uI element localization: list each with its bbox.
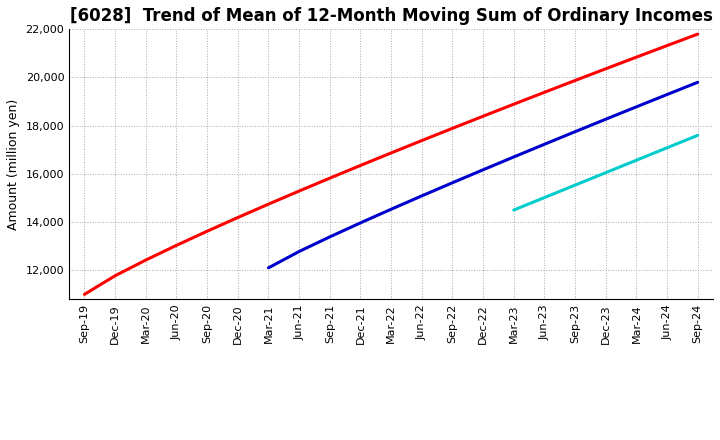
3 Years xyxy=(141,257,150,263)
3 Years xyxy=(387,150,395,156)
3 Years xyxy=(662,43,671,48)
Line: 7 Years: 7 Years xyxy=(514,136,698,210)
3 Years xyxy=(540,90,549,95)
5 Years xyxy=(325,234,334,239)
Title: [6028]  Trend of Mean of 12-Month Moving Sum of Ordinary Incomes: [6028] Trend of Mean of 12-Month Moving … xyxy=(70,7,713,25)
5 Years xyxy=(601,117,610,122)
5 Years xyxy=(693,80,702,85)
3 Years xyxy=(632,55,641,60)
5 Years xyxy=(662,92,671,97)
3 Years xyxy=(172,243,181,248)
3 Years xyxy=(479,114,487,119)
3 Years xyxy=(80,292,89,297)
3 Years xyxy=(448,126,456,131)
3 Years xyxy=(418,138,426,143)
3 Years xyxy=(233,215,242,220)
5 Years xyxy=(387,207,395,212)
5 Years xyxy=(264,265,273,271)
5 Years xyxy=(418,193,426,198)
7 Years xyxy=(540,195,549,200)
Y-axis label: Amount (million yen): Amount (million yen) xyxy=(7,99,20,230)
7 Years xyxy=(693,133,702,138)
5 Years xyxy=(479,167,487,172)
Line: 3 Years: 3 Years xyxy=(84,34,698,294)
3 Years xyxy=(693,31,702,37)
3 Years xyxy=(203,229,212,234)
5 Years xyxy=(294,249,303,254)
3 Years xyxy=(601,66,610,71)
7 Years xyxy=(662,145,671,150)
7 Years xyxy=(510,207,518,213)
3 Years xyxy=(571,78,580,83)
3 Years xyxy=(111,273,120,279)
7 Years xyxy=(571,183,580,188)
7 Years xyxy=(601,170,610,175)
5 Years xyxy=(448,180,456,185)
3 Years xyxy=(325,176,334,181)
3 Years xyxy=(510,102,518,107)
Line: 5 Years: 5 Years xyxy=(269,82,698,268)
5 Years xyxy=(571,129,580,134)
7 Years xyxy=(632,158,641,163)
5 Years xyxy=(632,104,641,110)
5 Years xyxy=(540,142,549,147)
5 Years xyxy=(356,220,365,226)
5 Years xyxy=(510,154,518,160)
3 Years xyxy=(294,188,303,194)
3 Years xyxy=(356,163,365,168)
3 Years xyxy=(264,202,273,207)
